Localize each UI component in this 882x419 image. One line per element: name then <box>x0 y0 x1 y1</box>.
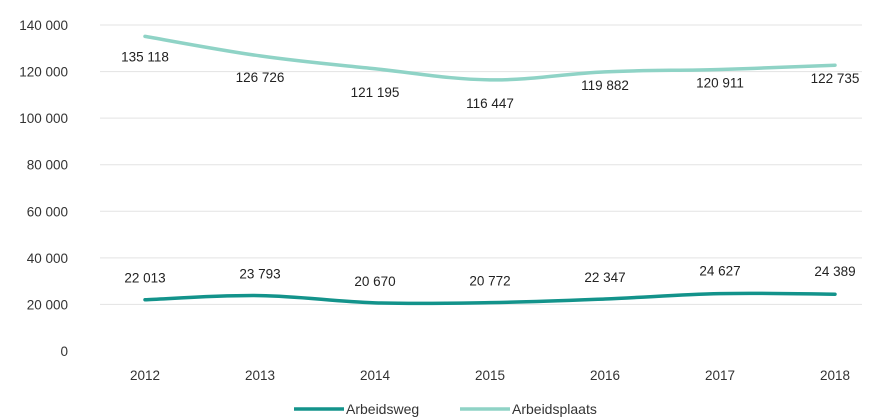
x-tick-label: 2015 <box>475 368 505 383</box>
gridlines <box>100 24 862 305</box>
data-label: 126 726 <box>236 70 285 85</box>
data-label: 22 013 <box>124 271 165 286</box>
x-axis-tick-labels: 2012 2013 2014 2015 2016 2017 2018 <box>130 368 850 383</box>
x-tick-label: 2012 <box>130 368 160 383</box>
x-tick-label: 2013 <box>245 368 275 383</box>
y-tick-label: 0 <box>60 344 68 359</box>
x-tick-label: 2017 <box>705 368 735 383</box>
y-tick-label: 140 000 <box>19 18 68 33</box>
data-labels: 22 013 23 793 20 670 20 772 22 347 24 627 24 3… <box>121 49 859 289</box>
series-line-arbeidsplaats <box>143 34 837 82</box>
data-label: 23 793 <box>239 267 280 282</box>
series-lines <box>143 34 837 306</box>
data-label: 24 389 <box>814 264 855 279</box>
data-label: 24 627 <box>699 264 740 279</box>
y-tick-label: 40 000 <box>27 251 68 266</box>
data-label: 122 735 <box>811 71 860 86</box>
data-label: 20 772 <box>469 274 510 289</box>
y-axis-tick-labels: 0 20 000 40 000 60 000 80 000 100 000 120 000 1… <box>19 18 68 359</box>
y-tick-label: 20 000 <box>27 297 68 312</box>
data-label: 116 447 <box>466 96 514 111</box>
legend: Arbeidsweg Arbeidsplaats <box>294 401 597 417</box>
y-tick-label: 80 000 <box>27 158 68 173</box>
data-label: 20 670 <box>354 274 395 289</box>
data-label: 22 347 <box>584 270 625 285</box>
x-tick-label: 2016 <box>590 368 620 383</box>
data-label: 135 118 <box>121 49 169 64</box>
legend-label: Arbeidsplaats <box>512 401 597 417</box>
y-tick-label: 100 000 <box>19 111 68 126</box>
legend-label: Arbeidsweg <box>346 401 419 417</box>
y-tick-label: 60 000 <box>27 204 68 219</box>
series-line-arbeidsweg <box>143 291 837 306</box>
x-tick-label: 2018 <box>820 368 850 383</box>
data-label: 120 911 <box>696 75 744 90</box>
data-label: 119 882 <box>581 78 629 93</box>
y-tick-label: 120 000 <box>19 65 68 80</box>
x-tick-label: 2014 <box>360 368 391 383</box>
data-label: 121 195 <box>351 85 400 100</box>
